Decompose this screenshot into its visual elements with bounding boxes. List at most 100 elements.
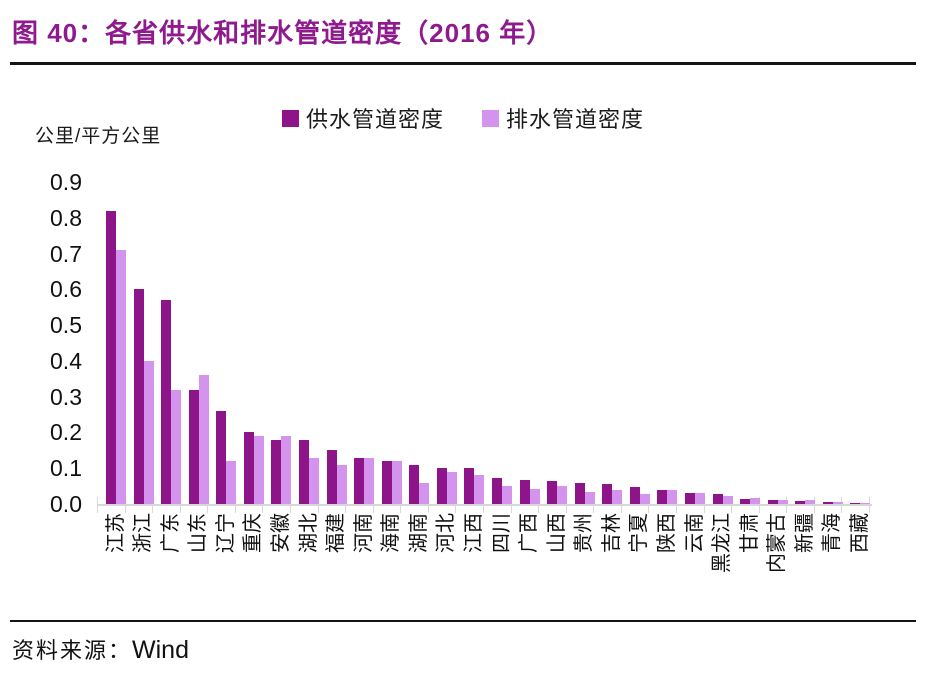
bar-supply-山西: [547, 480, 558, 504]
bar-supply-四川: [492, 477, 502, 504]
bar-drain-山东: [198, 375, 209, 504]
x-axis-tick: [483, 497, 484, 513]
bar-supply-河南: [354, 457, 365, 504]
bar-drain-甘肃: [750, 497, 761, 504]
title-divider-line: [10, 62, 916, 65]
x-axis-label-内蒙古: 内蒙古: [766, 513, 789, 573]
x-axis-label-浙江: 浙江: [132, 513, 155, 553]
x-axis-tick: [97, 497, 98, 513]
bar-supply-山东: [188, 389, 199, 504]
x-axis-label-四川: 四川: [490, 513, 513, 553]
x-axis-tick: [152, 497, 154, 513]
x-axis-tick: [731, 497, 733, 513]
y-tick-label-0.4: 0.4: [50, 347, 82, 374]
x-axis-tick: [758, 497, 760, 513]
x-axis-tick: [262, 497, 264, 513]
y-tick-label-0.2: 0.2: [50, 419, 82, 446]
x-axis-tick: [813, 497, 815, 513]
x-axis-tick: [538, 497, 540, 513]
legend-label-supply: 供水管道密度: [305, 107, 444, 132]
bar-drain-江苏: [116, 250, 126, 504]
bar-supply-湖北: [299, 439, 309, 504]
x-axis-tick: [179, 497, 181, 513]
y-tick-label-0.1: 0.1: [50, 455, 82, 482]
bar-drain-海南: [391, 461, 402, 504]
bar-supply-浙江: [133, 289, 144, 504]
chart-legend: 供水管道密度 排水管道密度: [281, 102, 645, 134]
legend-label-drain: 排水管道密度: [506, 107, 645, 132]
y-tick-label-0.7: 0.7: [50, 240, 82, 267]
bar-drain-江西: [474, 475, 485, 504]
x-axis-label-山东: 山东: [187, 513, 210, 553]
bar-drain-新疆: [805, 500, 816, 504]
bar-drain-吉林: [612, 490, 623, 504]
x-axis-label-宁夏: 宁夏: [628, 513, 651, 553]
bar-supply-陕西: [657, 490, 668, 504]
x-axis-label-河南: 河南: [352, 513, 375, 553]
x-axis-label-湖北: 湖北: [297, 513, 320, 553]
x-axis-label-陕西: 陕西: [655, 513, 678, 553]
bar-supply-福建: [326, 450, 337, 504]
bar-supply-辽宁: [216, 411, 227, 504]
x-axis-label-新疆: 新疆: [793, 513, 816, 553]
x-axis-tick: [786, 497, 788, 513]
x-axis-label-山西: 山西: [545, 513, 568, 553]
x-axis-label-海南: 海南: [380, 513, 403, 553]
x-axis-tick: [372, 497, 374, 513]
bar-drain-贵州: [584, 491, 595, 504]
x-axis-tick: [676, 497, 677, 513]
y-tick-label-0.8: 0.8: [50, 204, 82, 231]
bar-drain-湖南: [419, 482, 430, 504]
x-axis-label-广西: 广西: [518, 513, 541, 553]
bar-drain-福建: [336, 464, 347, 504]
x-axis-tick: [869, 497, 870, 513]
y-tick-label-0.6: 0.6: [50, 276, 82, 303]
bar-supply-江西: [464, 468, 475, 504]
bar-drain-浙江: [143, 360, 154, 504]
bar-drain-重庆: [253, 436, 264, 504]
x-axis-label-河北: 河北: [435, 513, 458, 553]
plot-area: [97, 182, 872, 513]
bar-drain-湖北: [309, 457, 319, 504]
x-axis-label-云南: 云南: [683, 513, 706, 553]
x-axis-label-安徽: 安徽: [269, 513, 292, 553]
legend-swatch-supply: [281, 109, 299, 127]
x-axis-tick: [234, 497, 236, 513]
bar-supply-海南: [381, 461, 392, 504]
bar-drain-黑龙江: [722, 496, 733, 504]
source-label: 资料来源：: [12, 638, 133, 663]
source-value: Wind: [132, 636, 189, 664]
x-axis-label-西藏: 西藏: [848, 513, 871, 553]
x-axis-label-吉林: 吉林: [600, 513, 623, 553]
bar-supply-广西: [519, 479, 530, 504]
x-axis-tick: [593, 497, 595, 513]
bar-drain-河南: [364, 457, 375, 504]
x-axis-tick: [207, 497, 209, 513]
x-axis-tick: [565, 497, 567, 513]
bar-drain-宁夏: [639, 494, 650, 504]
x-axis-label-湖南: 湖南: [407, 513, 430, 553]
x-axis-tick: [427, 497, 429, 513]
bar-supply-宁夏: [629, 487, 640, 504]
x-axis-tick: [455, 497, 457, 513]
bar-drain-广东: [171, 389, 182, 504]
x-axis-tick: [620, 497, 622, 513]
bar-drain-青海: [832, 501, 843, 504]
bar-supply-吉林: [602, 484, 613, 504]
y-tick-label-0.0: 0.0: [50, 491, 82, 517]
x-axis-tick: [400, 497, 402, 513]
bar-supply-青海: [822, 502, 833, 504]
bar-supply-江苏: [106, 210, 116, 504]
x-axis-tick: [317, 497, 319, 513]
x-axis-label-贵州: 贵州: [573, 513, 596, 553]
legend-item-supply: 供水管道密度: [281, 102, 444, 134]
x-axis-label-江苏: 江苏: [104, 513, 127, 553]
x-axis-tick: [124, 497, 126, 513]
bar-drain-山西: [557, 485, 568, 504]
bar-supply-黑龙江: [712, 494, 723, 504]
bar-supply-重庆: [243, 432, 254, 504]
x-axis-tick: [345, 497, 347, 513]
y-tick-label-0.3: 0.3: [50, 383, 82, 410]
bar-drain-安徽: [281, 436, 292, 504]
